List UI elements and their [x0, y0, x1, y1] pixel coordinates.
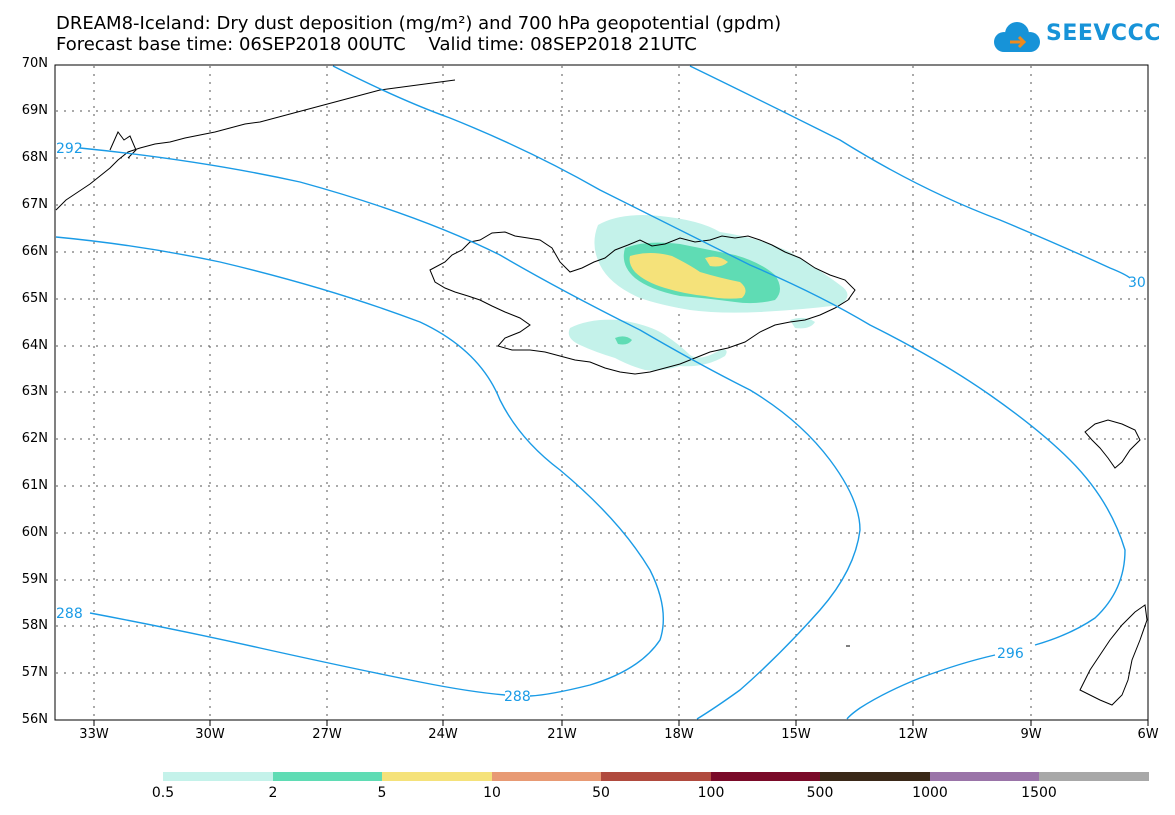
colorbar-swatch	[601, 772, 711, 781]
lat-label: 64N	[21, 338, 48, 353]
lat-label: 61N	[21, 478, 48, 493]
lon-label: 30W	[195, 727, 225, 742]
lat-label: 70N	[21, 56, 48, 71]
lon-label: 24W	[428, 727, 458, 742]
contour-300	[689, 65, 1131, 279]
lon-label: 6W	[1137, 727, 1159, 742]
colorbar-label: 10	[483, 785, 501, 801]
colorbar-swatch	[382, 772, 492, 781]
colorbar-swatch	[163, 772, 273, 781]
map-subtitle: Forecast base time: 06SEP2018 00UTC Vali…	[56, 34, 697, 55]
lon-label: 27W	[312, 727, 342, 742]
lon-label: 21W	[547, 727, 577, 742]
graticule	[56, 66, 1147, 719]
lat-label: 66N	[21, 244, 48, 259]
lon-label: 12W	[898, 727, 928, 742]
dust-level-2-patch	[615, 336, 632, 345]
lat-label: 67N	[21, 197, 48, 212]
logo-text: SEEVCCC	[1046, 21, 1161, 46]
lat-label: 56N	[21, 712, 48, 727]
contour-292	[79, 147, 861, 720]
dust-level-3-patch	[705, 256, 728, 267]
colorbar-label: 100	[697, 785, 725, 801]
lat-label: 69N	[21, 103, 48, 118]
colorbar-label: 500	[806, 785, 834, 801]
colorbar-swatch	[491, 772, 601, 781]
contour-label-300: 30	[1128, 275, 1146, 291]
lat-label: 65N	[21, 291, 48, 306]
lat-label: 62N	[21, 431, 48, 446]
colorbar-label: 2	[268, 785, 278, 801]
lat-label: 59N	[21, 572, 48, 587]
contour-label-292: 292	[56, 141, 83, 157]
lat-label: 63N	[21, 384, 48, 399]
colorbar-swatch	[929, 772, 1039, 781]
lon-label: 15W	[781, 727, 811, 742]
lon-label: 18W	[664, 727, 694, 742]
lat-label: 57N	[21, 665, 48, 680]
contour-296-low	[846, 654, 996, 720]
colorbar-label: 50	[592, 785, 610, 801]
contour-label-288-bottom: 288	[504, 689, 531, 705]
faroe-coast	[1084, 419, 1141, 469]
cloud-icon	[994, 22, 1040, 52]
contour-288-left	[89, 612, 506, 696]
map-frame	[54, 64, 1149, 721]
colorbar-swatch	[272, 772, 382, 781]
lat-label: 68N	[21, 150, 48, 165]
dust-level-1-south	[568, 319, 727, 371]
greenland-coast	[55, 79, 456, 211]
lon-label: 9W	[1020, 727, 1042, 742]
colorbar-label: 1000	[912, 785, 948, 801]
colorbar	[163, 772, 1149, 781]
geopotential-contours	[55, 65, 1131, 720]
lon-label: 33W	[79, 727, 109, 742]
scotland-coast	[1079, 604, 1148, 706]
iceland-coast	[429, 231, 856, 375]
colorbar-label: 0.5	[151, 785, 175, 801]
axis-ticks	[93, 720, 1149, 726]
contour-288	[55, 236, 665, 697]
contour-label-296: 296	[997, 646, 1024, 662]
lat-label: 60N	[21, 525, 48, 540]
lat-label: 58N	[21, 618, 48, 633]
map-title: DREAM8-Iceland: Dry dust deposition (mg/…	[56, 13, 782, 34]
dust-level-3	[629, 253, 746, 299]
dust-level-1-patch	[790, 317, 815, 329]
contour-label-288-left: 288	[56, 606, 83, 622]
colorbar-swatch	[820, 772, 930, 781]
colorbar-swatch	[1039, 772, 1149, 781]
colorbar-label: 1500	[1021, 785, 1057, 801]
colorbar-swatch	[710, 772, 820, 781]
contour-296	[332, 65, 1126, 646]
greenland-coast-detail	[109, 131, 137, 159]
dust-deposition-field	[568, 215, 848, 371]
colorbar-label: 5	[377, 785, 387, 801]
